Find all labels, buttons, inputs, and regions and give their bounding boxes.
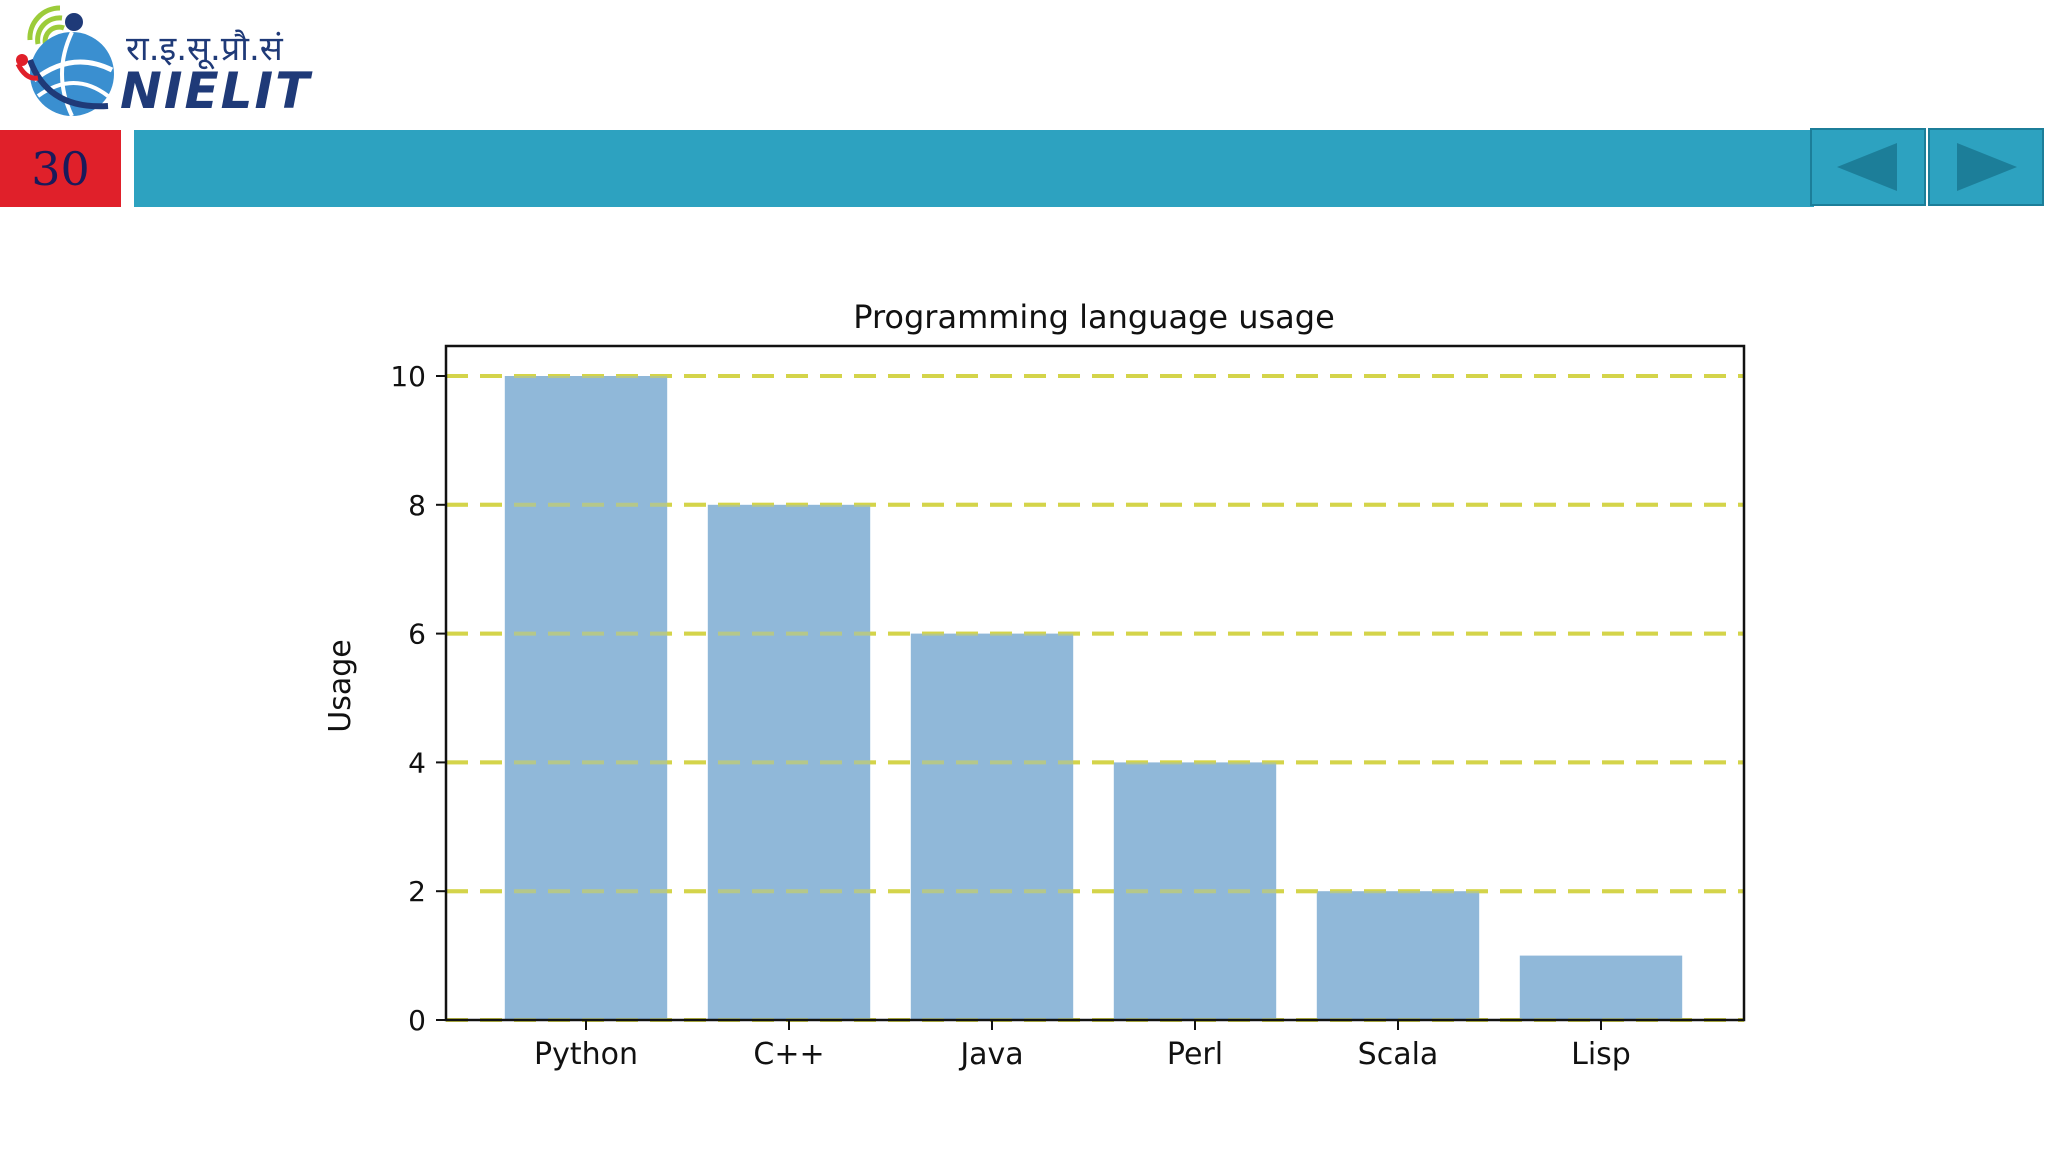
next-slide-button[interactable]	[1928, 128, 2044, 206]
previous-slide-button[interactable]	[1810, 128, 1926, 206]
y-tick-label: 0	[408, 1004, 426, 1037]
y-tick-label: 10	[390, 360, 426, 393]
y-tick-label: 6	[408, 618, 426, 651]
chart-title: Programming language usage	[853, 298, 1335, 336]
plot-area-frame	[444, 344, 1746, 1022]
triangle-left-icon	[1837, 143, 1897, 191]
bar	[504, 376, 668, 1020]
y-axis-label: Usage	[323, 639, 358, 732]
page-number: 30	[0, 130, 121, 207]
triangle-right-icon	[1957, 143, 2017, 191]
bar	[910, 633, 1074, 1020]
y-axis-ticks: 0 2 4 6 8 10	[390, 360, 446, 1037]
logo-hindi-text: रा.इ.सू.प्रौ.सं	[126, 29, 283, 69]
bar	[1316, 891, 1480, 1020]
y-tick-label: 2	[408, 875, 426, 908]
bar	[1519, 955, 1683, 1020]
x-tick-label: Lisp	[1571, 1037, 1631, 1072]
y-tick-label: 8	[408, 489, 426, 522]
nielit-logo: रा.इ.सू.प्रौ.सं NIELIT	[8, 0, 312, 125]
x-tick-label: C++	[753, 1037, 824, 1072]
globe-logo-icon	[15, 5, 114, 117]
header-band	[134, 130, 1814, 207]
x-tick-label: Python	[534, 1037, 638, 1072]
x-axis-ticks: Python C++ Java Perl Scala Lisp	[534, 1020, 1631, 1072]
x-tick-label: Java	[958, 1037, 1023, 1072]
x-tick-label: Perl	[1167, 1037, 1223, 1072]
logo-english-text: NIELIT	[120, 62, 312, 120]
x-tick-label: Scala	[1358, 1037, 1439, 1072]
bars	[504, 376, 1683, 1020]
y-tick-label: 4	[408, 746, 426, 779]
